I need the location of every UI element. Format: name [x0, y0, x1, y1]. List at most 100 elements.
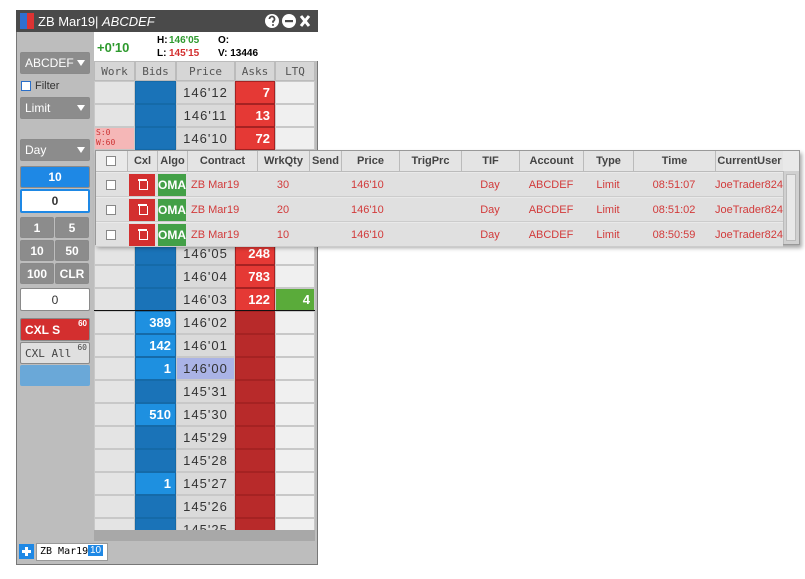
cancel-order-button[interactable] [129, 224, 155, 246]
order-user: JoeTrader824 [714, 179, 784, 191]
default-qty[interactable]: 10 [20, 166, 90, 188]
ladder-bid-cell[interactable] [135, 127, 176, 150]
ladder-ltq-cell[interactable] [275, 472, 315, 495]
qty-input[interactable]: 0 [20, 189, 90, 213]
qty-button[interactable]: 100 [20, 263, 54, 284]
algo-badge[interactable]: OMA [158, 174, 186, 196]
ladder-ask-cell[interactable] [235, 449, 275, 472]
ladder-ask-cell[interactable]: 72 [235, 127, 275, 150]
cancel-order-button[interactable] [129, 199, 155, 221]
ladder-bid-cell[interactable] [135, 81, 176, 104]
ladder-ask-cell[interactable] [235, 380, 275, 403]
ladder-bid-cell[interactable] [135, 380, 176, 403]
position-input[interactable]: 0 [20, 288, 90, 311]
ladder-ask-cell[interactable] [235, 426, 275, 449]
ladder-ask-cell[interactable]: 248 [235, 242, 275, 265]
ladder-price-cell: 146'03 [176, 288, 235, 311]
ladder-price-cell: 145'28 [176, 449, 235, 472]
popup-scroll-thumb[interactable] [786, 174, 796, 241]
ladder-bid-cell[interactable] [135, 449, 176, 472]
ladder-work-cell[interactable] [94, 426, 135, 449]
ladder-ask-cell[interactable] [235, 334, 275, 357]
row-checkbox[interactable] [106, 180, 116, 190]
ladder-ltq-cell[interactable] [275, 265, 315, 288]
ladder-ltq-cell[interactable] [275, 380, 315, 403]
qty-button[interactable]: 5 [55, 217, 89, 238]
tab[interactable]: ZB Mar19 10 [36, 543, 108, 561]
algo-badge[interactable]: OMA [158, 224, 186, 246]
ladder-ask-cell[interactable] [235, 357, 275, 380]
row-checkbox[interactable] [106, 230, 116, 240]
disabled-button[interactable] [20, 365, 90, 386]
ladder-ltq-cell[interactable] [275, 81, 315, 104]
ladder-ask-cell[interactable]: 783 [235, 265, 275, 288]
ladder-ltq-cell[interactable] [275, 495, 315, 518]
order-type-select[interactable]: Limit [20, 97, 90, 119]
high-value: 146'05 [169, 35, 200, 46]
ladder-ask-cell[interactable]: 13 [235, 104, 275, 127]
ladder-bid-cell[interactable]: 389 [135, 311, 176, 334]
ladder-ask-cell[interactable]: 122 [235, 288, 275, 311]
ladder-ltq-cell[interactable] [275, 127, 315, 150]
ladder-ask-cell[interactable]: 7 [235, 81, 275, 104]
account-button[interactable]: ABCDEF [20, 52, 90, 74]
ladder-work-cell[interactable] [94, 403, 135, 426]
ladder-ask-cell[interactable] [235, 518, 275, 530]
order-header: Time [633, 151, 715, 171]
ladder-work-cell[interactable] [94, 472, 135, 495]
ladder-ltq-cell[interactable] [275, 518, 315, 530]
tif-select[interactable]: Day [20, 139, 90, 161]
ladder-ltq-cell[interactable] [275, 311, 315, 334]
title-contract: ZB Mar19 [38, 14, 96, 29]
qty-button[interactable]: CLR [55, 263, 89, 284]
ladder-ltq-cell[interactable] [275, 104, 315, 127]
algo-badge[interactable]: OMA [158, 199, 186, 221]
filter-checkbox[interactable] [21, 81, 31, 91]
ladder-work-cell[interactable] [94, 311, 135, 334]
cancel-all-button[interactable]: CXL All 60 [20, 342, 90, 364]
ladder-ask-cell[interactable] [235, 495, 275, 518]
ladder-bid-cell[interactable]: 510 [135, 403, 176, 426]
order-header: TrigPrc [399, 151, 461, 171]
ladder-work-cell[interactable] [94, 449, 135, 472]
ladder-ask-cell[interactable] [235, 311, 275, 334]
ladder-work-cell[interactable] [94, 518, 135, 530]
ladder-work-cell[interactable] [94, 357, 135, 380]
ladder-work-cell[interactable] [94, 81, 135, 104]
ladder-work-cell[interactable] [94, 380, 135, 403]
window-buttons[interactable] [262, 12, 314, 30]
ladder-bid-cell[interactable] [135, 495, 176, 518]
ladder-ltq-cell[interactable] [275, 334, 315, 357]
cancel-order-button[interactable] [129, 174, 155, 196]
ladder-bid-cell[interactable] [135, 426, 176, 449]
ladder-work-cell[interactable] [94, 495, 135, 518]
ladder-bid-cell[interactable] [135, 265, 176, 288]
ladder-work-cell[interactable] [94, 265, 135, 288]
qty-button[interactable]: 1 [20, 217, 54, 238]
ladder-work-cell[interactable] [94, 288, 135, 311]
order-account: ABCDEF [528, 179, 574, 191]
ladder-bid-cell[interactable] [135, 518, 176, 530]
row-checkbox[interactable] [106, 205, 116, 215]
add-tab-button[interactable] [19, 544, 34, 559]
ladder-bid-cell[interactable] [135, 288, 176, 311]
header-checkbox[interactable] [106, 156, 116, 166]
ladder-ask-cell[interactable] [235, 472, 275, 495]
ladder-ask-cell[interactable] [235, 403, 275, 426]
qty-button[interactable]: 10 [20, 240, 54, 261]
ladder-ltq-cell[interactable] [275, 357, 315, 380]
ladder-ltq-cell[interactable] [275, 449, 315, 472]
ladder-bid-cell[interactable]: 1 [135, 472, 176, 495]
ladder-ltq-cell[interactable] [275, 403, 315, 426]
ladder-work-cell[interactable]: S:0 W:60 [94, 127, 135, 150]
ladder-ltq-cell[interactable] [275, 426, 315, 449]
ladder-work-cell[interactable] [94, 334, 135, 357]
ladder-ltq-cell[interactable]: 4 [275, 288, 315, 311]
qty-button[interactable]: 50 [55, 240, 89, 261]
ladder-bid-cell[interactable]: 142 [135, 334, 176, 357]
order-contract: ZB Mar19 [191, 229, 240, 241]
cancel-sell-button[interactable]: CXL S 60 [20, 318, 90, 341]
ladder-bid-cell[interactable] [135, 104, 176, 127]
ladder-work-cell[interactable] [94, 104, 135, 127]
ladder-bid-cell[interactable]: 1 [135, 357, 176, 380]
